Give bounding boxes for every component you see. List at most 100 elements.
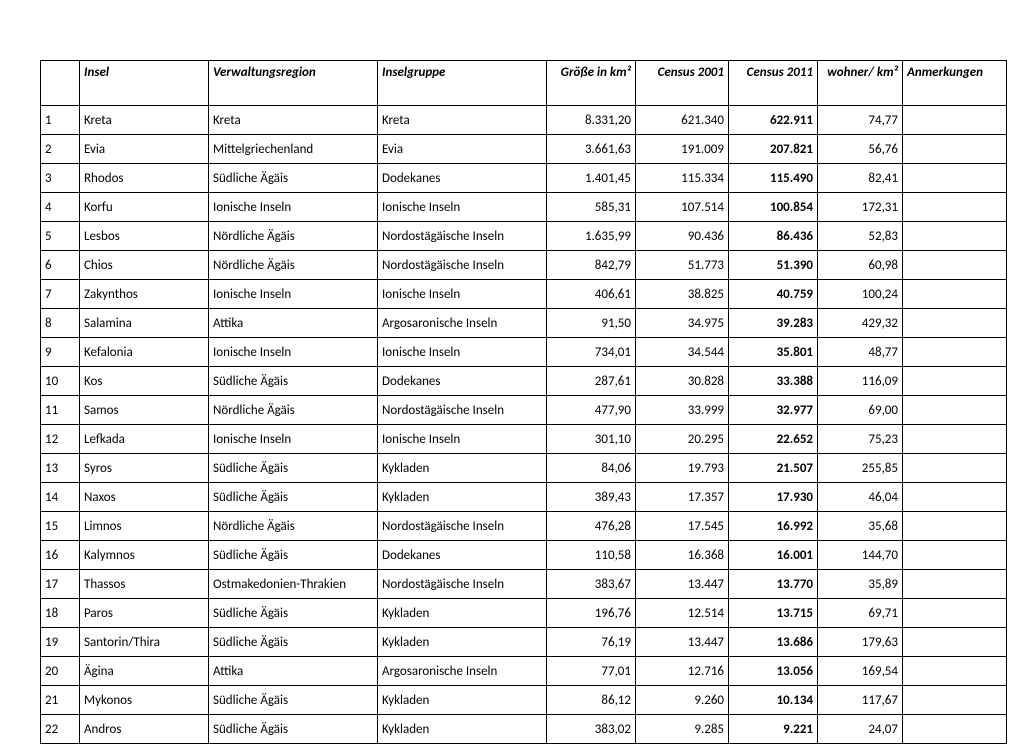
cell-groesse: 76,19 [547,628,636,657]
cell-insel: Syros [80,454,209,483]
cell-c2001: 17.357 [636,483,729,512]
cell-anm [903,541,1007,570]
cell-groesse: 383,02 [547,715,636,744]
cell-c2011: 13.715 [729,599,818,628]
cell-c2001: 17.545 [636,512,729,541]
cell-idx: 16 [41,541,80,570]
table-header-row: Insel Verwaltungsregion Inselgruppe Größ… [41,61,1007,106]
cell-insel: Lesbos [80,222,209,251]
cell-dichte: 35,68 [818,512,903,541]
cell-c2011: 100.854 [729,193,818,222]
table-row: 13SyrosSüdliche ÄgäisKykladen84,0619.793… [41,454,1007,483]
cell-groesse: 86,12 [547,686,636,715]
col-header-c2001: Census 2001 [636,61,729,106]
cell-region: Nördliche Ägäis [209,396,378,425]
cell-c2011: 9.221 [729,715,818,744]
cell-dichte: 255,85 [818,454,903,483]
cell-insel: Lefkada [80,425,209,454]
cell-c2001: 30.828 [636,367,729,396]
cell-gruppe: Ionische Inseln [378,425,547,454]
table-row: 12LefkadaIonische InselnIonische Inseln3… [41,425,1007,454]
cell-c2011: 33.388 [729,367,818,396]
cell-idx: 4 [41,193,80,222]
col-header-region: Verwaltungsregion [209,61,378,106]
table-row: 4KorfuIonische InselnIonische Inseln585,… [41,193,1007,222]
cell-idx: 22 [41,715,80,744]
cell-anm [903,222,1007,251]
cell-region: Südliche Ägäis [209,715,378,744]
cell-idx: 6 [41,251,80,280]
cell-c2011: 32.977 [729,396,818,425]
cell-gruppe: Ionische Inseln [378,193,547,222]
cell-idx: 9 [41,338,80,367]
cell-dichte: 100,24 [818,280,903,309]
cell-insel: Santorin/Thira [80,628,209,657]
table-row: 5LesbosNördliche ÄgäisNordostägäische In… [41,222,1007,251]
cell-gruppe: Kykladen [378,686,547,715]
cell-region: Südliche Ägäis [209,686,378,715]
cell-c2001: 107.514 [636,193,729,222]
cell-c2011: 39.283 [729,309,818,338]
cell-gruppe: Kykladen [378,715,547,744]
cell-insel: Naxos [80,483,209,512]
cell-region: Südliche Ägäis [209,454,378,483]
cell-dichte: 56,76 [818,135,903,164]
cell-anm [903,309,1007,338]
cell-groesse: 84,06 [547,454,636,483]
table-row: 11SamosNördliche ÄgäisNordostägäische In… [41,396,1007,425]
cell-idx: 18 [41,599,80,628]
table-row: 9KefaloniaIonische InselnIonische Inseln… [41,338,1007,367]
table-row: 14NaxosSüdliche ÄgäisKykladen389,4317.35… [41,483,1007,512]
cell-groesse: 1.635,99 [547,222,636,251]
cell-gruppe: Nordostägäische Inseln [378,251,547,280]
cell-anm [903,599,1007,628]
cell-anm [903,686,1007,715]
cell-gruppe: Argosaronische Inseln [378,657,547,686]
cell-region: Ionische Inseln [209,193,378,222]
cell-idx: 19 [41,628,80,657]
cell-groesse: 110,58 [547,541,636,570]
cell-c2001: 13.447 [636,628,729,657]
cell-insel: Rhodos [80,164,209,193]
table-row: 10KosSüdliche ÄgäisDodekanes287,6130.828… [41,367,1007,396]
table-row: 6ChiosNördliche ÄgäisNordostägäische Ins… [41,251,1007,280]
table-row: 15LimnosNördliche ÄgäisNordostägäische I… [41,512,1007,541]
cell-anm [903,135,1007,164]
cell-c2011: 115.490 [729,164,818,193]
cell-insel: Kos [80,367,209,396]
cell-dichte: 74,77 [818,106,903,135]
col-header-gruppe: Inselgruppe [378,61,547,106]
cell-idx: 12 [41,425,80,454]
cell-insel: Mykonos [80,686,209,715]
cell-region: Südliche Ägäis [209,483,378,512]
cell-anm [903,280,1007,309]
cell-c2001: 33.999 [636,396,729,425]
cell-c2001: 51.773 [636,251,729,280]
cell-anm [903,512,1007,541]
cell-region: Südliche Ägäis [209,164,378,193]
cell-gruppe: Dodekanes [378,367,547,396]
cell-c2011: 207.821 [729,135,818,164]
cell-groesse: 8.331,20 [547,106,636,135]
cell-anm [903,164,1007,193]
cell-insel: Kefalonia [80,338,209,367]
cell-gruppe: Kykladen [378,483,547,512]
table-row: 20ÄginaAttikaArgosaronische Inseln77,011… [41,657,1007,686]
cell-gruppe: Kykladen [378,599,547,628]
cell-c2011: 13.686 [729,628,818,657]
islands-table: Insel Verwaltungsregion Inselgruppe Größ… [40,60,1007,744]
cell-c2001: 191.009 [636,135,729,164]
cell-insel: Thassos [80,570,209,599]
col-header-index [41,61,80,106]
cell-groesse: 477,90 [547,396,636,425]
cell-gruppe: Dodekanes [378,541,547,570]
cell-groesse: 842,79 [547,251,636,280]
cell-gruppe: Nordostägäische Inseln [378,570,547,599]
table-row: 16KalymnosSüdliche ÄgäisDodekanes110,581… [41,541,1007,570]
cell-insel: Kreta [80,106,209,135]
table-row: 21MykonosSüdliche ÄgäisKykladen86,129.26… [41,686,1007,715]
cell-c2011: 21.507 [729,454,818,483]
cell-idx: 15 [41,512,80,541]
table-row: 8SalaminaAttikaArgosaronische Inseln91,5… [41,309,1007,338]
cell-c2001: 12.716 [636,657,729,686]
